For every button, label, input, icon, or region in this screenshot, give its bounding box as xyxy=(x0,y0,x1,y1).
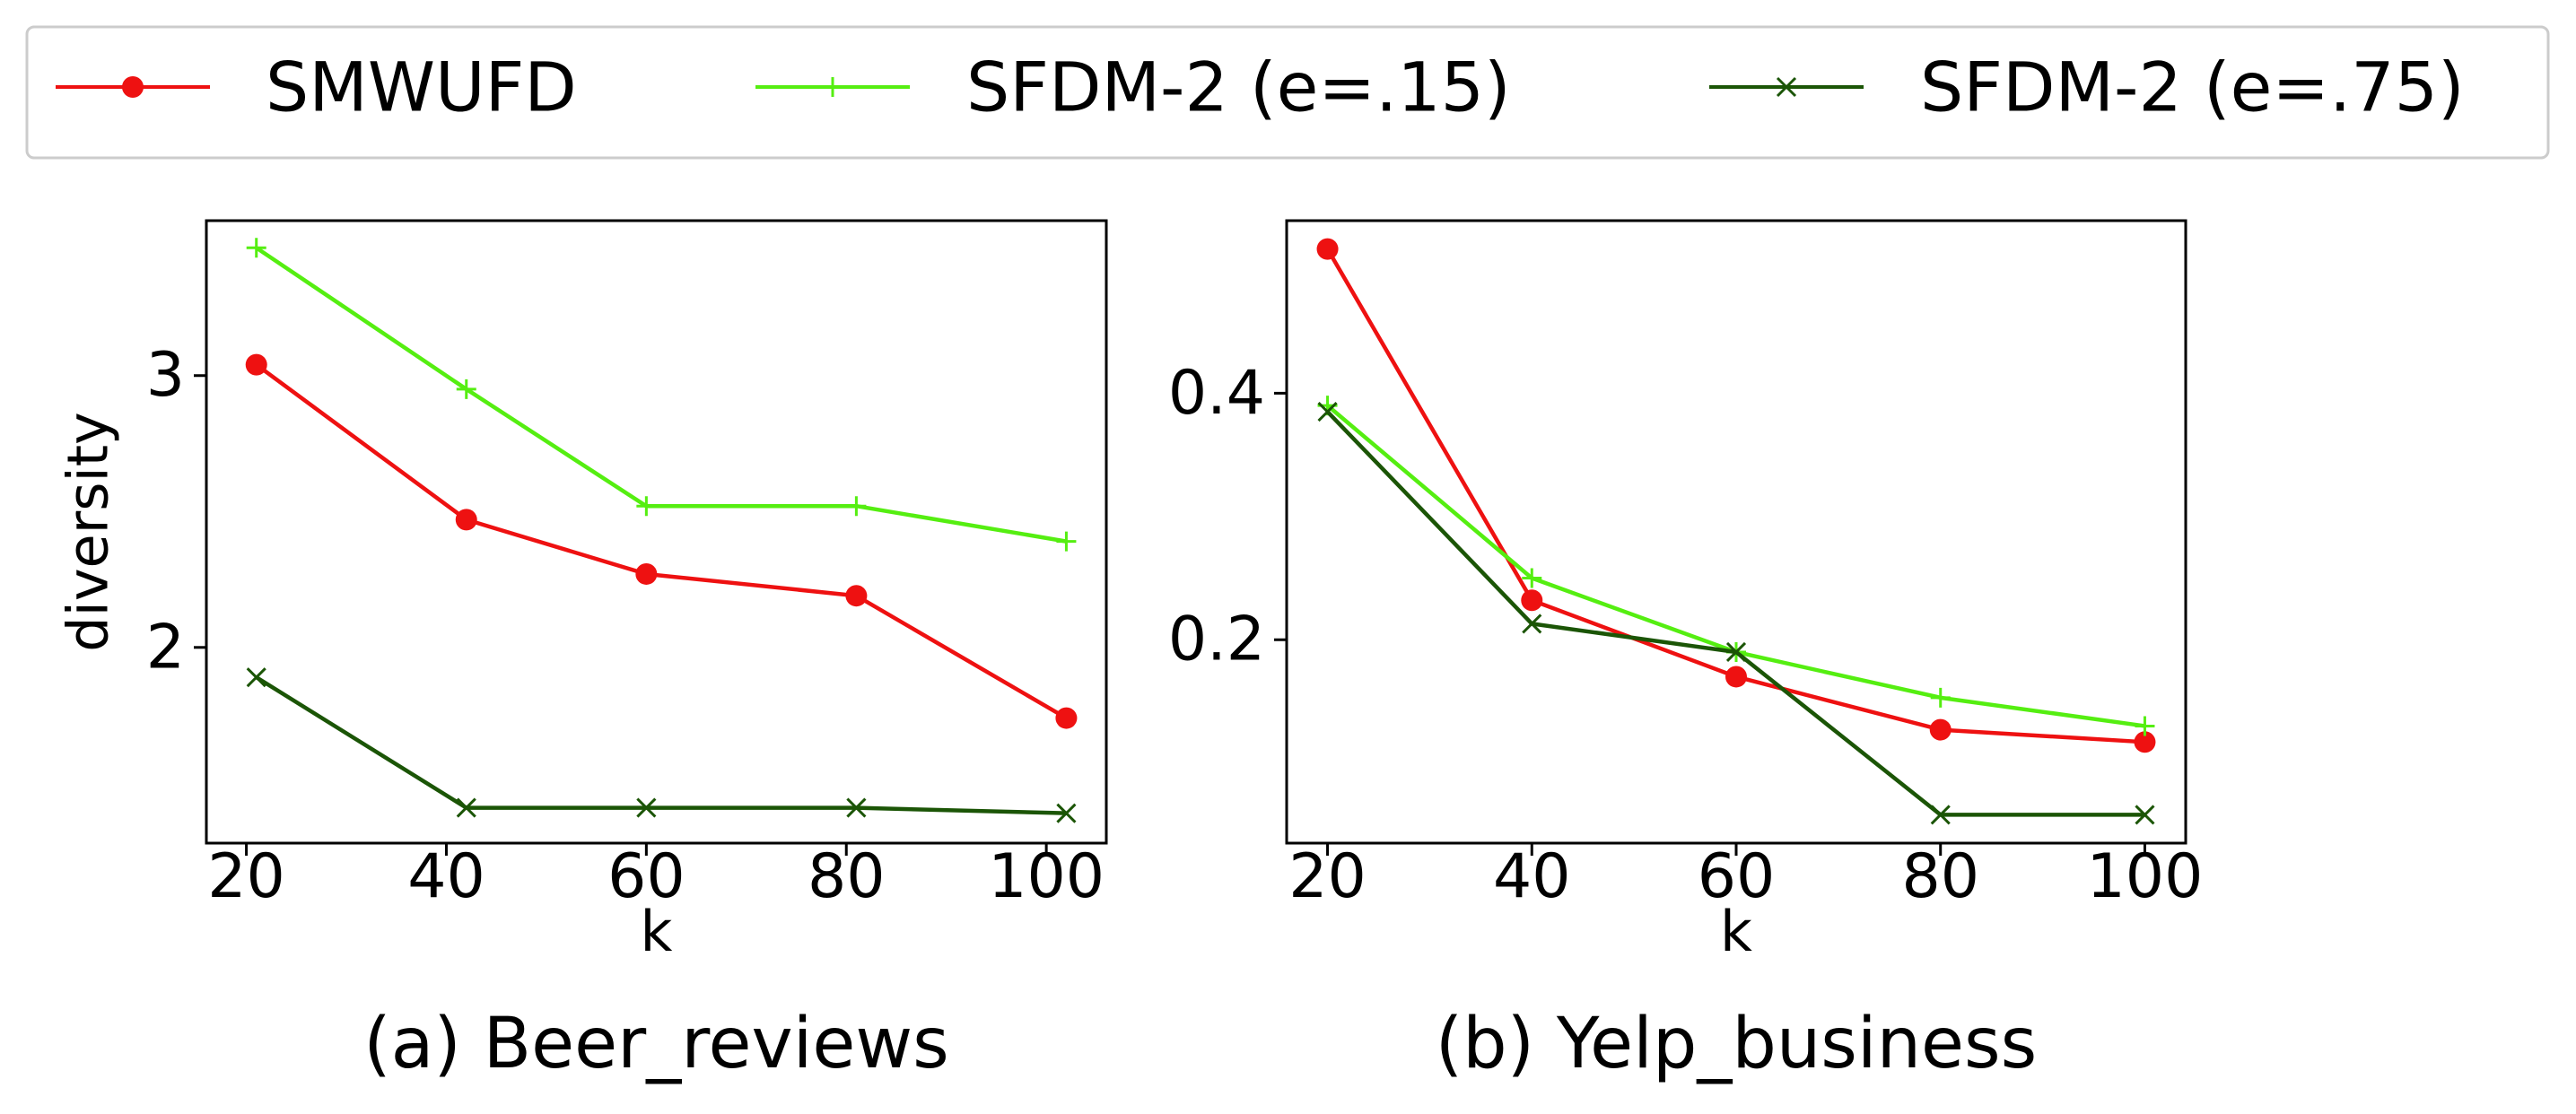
x-tick-label: 80 xyxy=(1901,841,1979,912)
data-point xyxy=(1056,531,1077,552)
data-point xyxy=(846,797,867,818)
series-line xyxy=(255,362,1068,720)
legend-item-sfdm-2-e-15: SFDM-2 (e=.15) xyxy=(755,48,1511,127)
legend: SMWUFD SFDM-2 (e=.15) SFDM-2 (e=.75) xyxy=(25,25,2550,160)
y-tick-label: 3 xyxy=(146,340,185,411)
data-point xyxy=(636,496,657,517)
series-sfdm-2-e-75 xyxy=(1317,401,2155,825)
y-tick-label: 2 xyxy=(146,612,185,683)
data-point xyxy=(455,509,477,531)
series-line xyxy=(255,675,1067,815)
series-smwufd xyxy=(1316,238,2156,753)
x-tick-label: 40 xyxy=(1493,841,1571,912)
legend-item-sfdm-2-e-75: SFDM-2 (e=.75) xyxy=(1709,48,2465,127)
x-tick-label: 60 xyxy=(1698,841,1776,912)
series-line xyxy=(255,246,1067,544)
data-point xyxy=(245,353,267,376)
x-tick-label: 60 xyxy=(607,841,685,912)
plot-frame xyxy=(205,219,1108,845)
plot-frame xyxy=(1285,219,2187,845)
legend-frame xyxy=(25,25,2550,160)
legend-label: SFDM-2 (e=.15) xyxy=(966,48,1511,127)
x-tick-label: 80 xyxy=(808,841,886,912)
data-point xyxy=(1929,718,1952,741)
x-tick-label: 20 xyxy=(1288,841,1367,912)
data-point xyxy=(1930,687,1951,708)
data-point xyxy=(1522,614,1542,634)
x-tick-label: 100 xyxy=(2087,841,2204,912)
x-tick-label: 40 xyxy=(407,841,485,912)
series-smwufd xyxy=(245,353,1078,729)
legend-marker xyxy=(122,76,144,98)
data-point xyxy=(636,797,657,818)
data-point xyxy=(456,379,476,399)
data-point xyxy=(1522,568,1542,588)
legend-label: SMWUFD xyxy=(266,48,577,127)
legend-label: SFDM-2 (e=.75) xyxy=(1920,48,2465,127)
data-point xyxy=(246,667,266,688)
data-point xyxy=(1317,401,1338,422)
data-point xyxy=(1725,641,1747,663)
subplot-yelp-business: 20 40 60 80 100 0.2 0.4 k (b) Yelp_business xyxy=(1168,219,2204,1084)
legend-marker xyxy=(1776,76,1797,98)
subplot-beer-reviews: 20 40 60 80 100 2 3 k diversity (a) Beer_reviews xyxy=(56,219,1108,1084)
series-sfdm-2-e-15 xyxy=(246,238,1077,552)
data-point xyxy=(1725,666,1747,688)
x-tick-label: 20 xyxy=(207,841,285,912)
subplot-title: (b) Yelp_business xyxy=(1436,1004,2038,1084)
data-point xyxy=(2135,716,2155,736)
y-axis-label: diversity xyxy=(56,412,121,651)
data-point xyxy=(246,238,266,258)
data-point xyxy=(456,797,476,818)
data-point xyxy=(1316,238,1339,260)
data-point xyxy=(1930,805,1951,825)
data-point xyxy=(1521,589,1543,612)
x-axis-label: k xyxy=(1720,899,1752,964)
subplot-title: (a) Beer_reviews xyxy=(363,1004,949,1084)
series-sfdm-2-e-75 xyxy=(246,667,1077,823)
data-point xyxy=(845,585,868,607)
legend-marker xyxy=(823,77,843,97)
y-tick-label: 0.2 xyxy=(1168,605,1265,675)
x-tick-label: 100 xyxy=(988,841,1105,912)
series-line xyxy=(1325,410,2145,817)
legend-item-smwufd: SMWUFD xyxy=(56,48,577,127)
x-axis-label: k xyxy=(641,899,673,964)
data-point xyxy=(2134,731,2156,753)
data-point xyxy=(1056,803,1077,823)
data-point xyxy=(1055,707,1078,729)
data-point xyxy=(2135,805,2155,825)
data-point xyxy=(635,562,658,585)
data-point xyxy=(846,496,867,517)
y-tick-label: 0.4 xyxy=(1168,358,1265,429)
